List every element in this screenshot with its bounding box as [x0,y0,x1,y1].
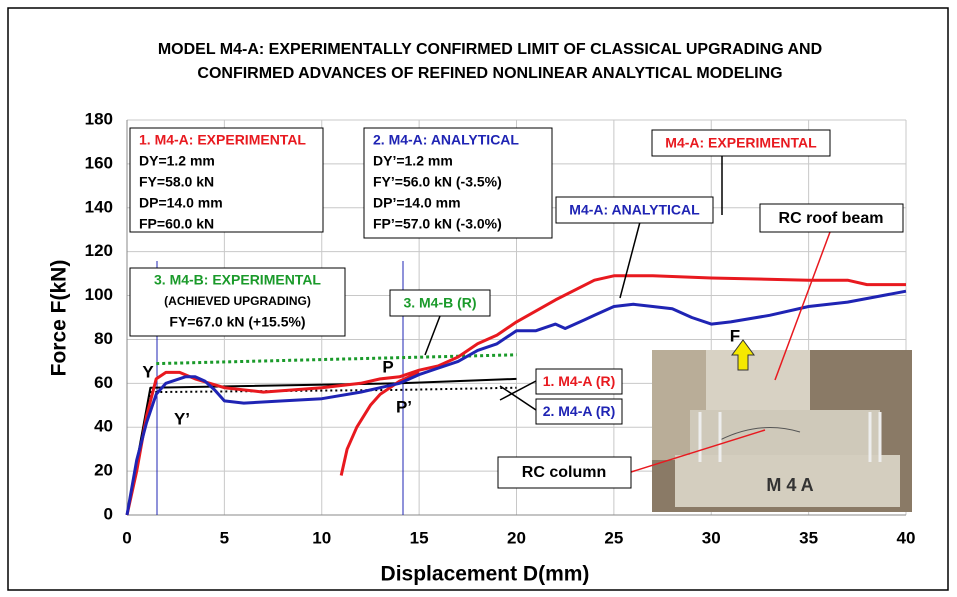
y-tick-label: 160 [85,153,113,172]
annotation-text: FY=58.0 kN [139,174,214,190]
annotation-heading: 3. M4-B: EXPERIMENTAL [154,272,321,288]
series-label: 2. M4-A (R) [543,403,616,419]
y-tick-label: 40 [94,417,113,436]
point-label: F [730,326,740,345]
chart-title: CONFIRMED ADVANCES OF REFINED NONLINEAR … [197,65,782,82]
x-tick-label: 30 [702,528,721,547]
y-tick-label: 80 [94,329,113,348]
y-tick-label: 20 [94,461,113,480]
point-label: P [382,357,393,376]
annotation-text: DP=14.0 mm [139,195,223,211]
photo-beam [706,350,810,410]
annotation-text: FY=67.0 kN (+15.5%) [169,314,305,330]
series-label: 1. M4-A (R) [543,373,616,389]
x-tick-label: 10 [312,528,331,547]
annotation-heading: 2. M4-A: ANALYTICAL [373,132,519,148]
annotation-text: FY’=56.0 kN (-3.5%) [373,174,502,190]
annotation-text: FP’=57.0 kN (-3.0%) [373,216,502,232]
point-label: Y’ [174,409,190,428]
photo-label: RC roof beam [779,210,884,227]
y-tick-label: 120 [85,241,113,260]
x-tick-label: 40 [897,528,916,547]
annotation-text: DY’=1.2 mm [373,153,453,169]
photo-label: RC column [522,464,606,481]
annotation-text: FP=60.0 kN [139,216,214,232]
x-tick-label: 35 [799,528,818,547]
y-tick-label: 100 [85,285,113,304]
x-tick-label: 20 [507,528,526,547]
series-label: M4-A: ANALYTICAL [569,202,700,218]
y-axis-label: Force F(kN) [48,260,71,377]
chart-title: MODEL M4-A: EXPERIMENTALLY CONFIRMED LIM… [158,41,822,58]
annotation-text: DP’=14.0 mm [373,195,461,211]
annotation-text: (ACHIEVED UPGRADING) [164,294,311,308]
x-tick-label: 15 [410,528,429,547]
annotation-heading: 1. M4-A: EXPERIMENTAL [139,132,306,148]
y-tick-label: 60 [94,373,113,392]
x-tick-label: 5 [220,528,229,547]
annotation-text: DY=1.2 mm [139,153,215,169]
x-tick-label: 0 [122,528,131,547]
chart: MODEL M4-A: EXPERIMENTALLY CONFIRMED LIM… [0,0,957,597]
y-tick-label: 140 [85,197,113,216]
y-tick-label: 180 [85,109,113,128]
x-axis-label: Displacement D(mm) [381,563,590,586]
x-tick-label: 25 [604,528,623,547]
point-label: P’ [396,397,412,416]
photo-text: M 4 A [766,475,813,495]
series-label: M4-A: EXPERIMENTAL [665,135,817,151]
point-label: Y [142,362,154,381]
series-label: 3. M4-B (R) [403,295,476,311]
y-tick-label: 0 [104,504,113,523]
